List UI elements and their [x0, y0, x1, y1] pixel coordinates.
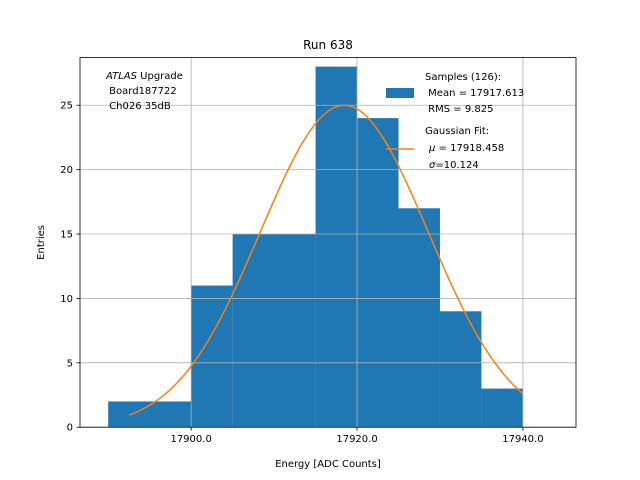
legend-mu-symbol: μ — [428, 143, 435, 154]
y-axis-ticks: 0 5 10 15 20 25 — [60, 101, 80, 434]
legend-sigma-symbol: σ — [429, 160, 436, 171]
y-tick-label-3: 15 — [60, 230, 73, 241]
y-axis-label: Entries — [36, 225, 47, 260]
y-tick-label-2: 10 — [60, 294, 73, 305]
legend-samples-rms: RMS = 9.825 — [425, 104, 493, 115]
histogram-bar-5 — [398, 208, 440, 428]
annotation-atlas: ATLAS — [105, 71, 138, 82]
x-tick-label-2: 17940.0 — [502, 434, 543, 445]
annotation-line-3: Ch026 35dB — [106, 101, 171, 112]
annotation-line-2: Board187722 — [106, 86, 177, 97]
histogram-bar-4 — [357, 118, 399, 428]
legend-sigma-value: =10.124 — [435, 160, 478, 171]
legend-samples-title: Samples (126): — [425, 72, 501, 83]
legend-mu-value: = 17918.458 — [435, 143, 504, 154]
chart-title: Run 638 — [303, 38, 353, 52]
y-tick-label-0: 0 — [67, 423, 73, 434]
legend-fit-title: Gaussian Fit: — [425, 126, 489, 137]
x-tick-label-0: 17900.0 — [170, 434, 211, 445]
annotation-upgrade: Upgrade — [137, 71, 183, 82]
histogram-bar-6 — [439, 311, 482, 428]
legend-fit-mu: μ = 17918.458 — [428, 143, 504, 154]
legend: Samples (126): Mean = 17917.613 RMS = 9.… — [386, 72, 524, 171]
y-tick-label-1: 5 — [67, 358, 73, 369]
atlas-annotation: ATLAS Upgrade Board187722 Ch026 35dB — [105, 71, 183, 112]
histogram-bars — [108, 66, 523, 428]
y-tick-label-4: 20 — [60, 165, 73, 176]
x-tick-label-1: 17920.0 — [336, 434, 377, 445]
legend-samples-swatch — [386, 88, 414, 98]
x-axis-label: Energy [ADC Counts] — [275, 459, 381, 470]
x-axis-ticks: 17900.0 17920.0 17940.0 — [170, 427, 544, 445]
y-tick-label-5: 25 — [60, 101, 73, 112]
histogram-bar-2 — [232, 234, 316, 428]
histogram-bar-3 — [315, 66, 358, 428]
annotation-line-1: ATLAS Upgrade — [105, 71, 183, 82]
gaussian-fit-curve — [128, 104, 524, 416]
legend-fit-sigma: σ=10.124 — [429, 160, 479, 171]
legend-samples-mean: Mean = 17917.613 — [425, 88, 524, 99]
gaussian-fit — [128, 104, 524, 416]
histogram-bar-7 — [481, 388, 523, 428]
plot-frame — [79, 57, 577, 428]
